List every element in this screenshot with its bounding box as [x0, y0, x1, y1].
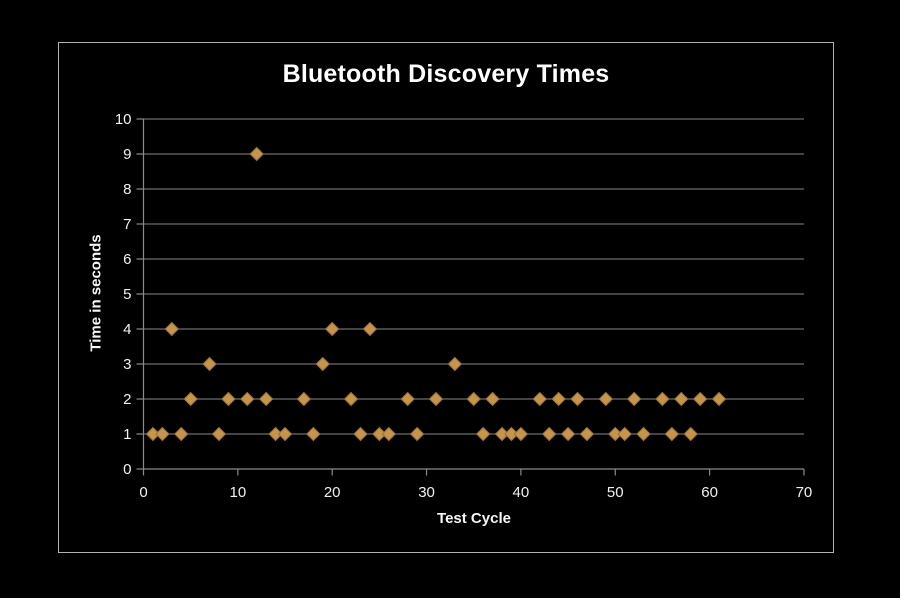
data-point: [249, 146, 264, 162]
data-point: [626, 391, 642, 407]
y-tick-label: 2: [123, 391, 131, 408]
y-tick-label: 1: [123, 426, 131, 443]
data-point: [711, 391, 727, 407]
data-point: [145, 426, 161, 442]
data-point: [400, 391, 415, 407]
y-tick-label: 0: [123, 461, 131, 478]
x-axis-title: Test Cycle: [437, 510, 511, 527]
data-point: [447, 356, 463, 372]
data-point: [211, 426, 227, 442]
data-point: [362, 321, 378, 337]
data-point: [164, 321, 180, 337]
data-point: [570, 391, 585, 407]
data-point: [353, 426, 368, 442]
chart-frame: [58, 42, 834, 553]
x-tick-label: 50: [607, 484, 624, 501]
data-point: [579, 426, 595, 442]
data-point: [674, 391, 689, 407]
x-tick-label: 60: [701, 484, 718, 501]
data-point: [277, 426, 293, 442]
data-point: [428, 391, 444, 407]
y-tick-label: 6: [123, 251, 131, 268]
data-point: [692, 391, 708, 407]
data-point: [608, 426, 623, 442]
y-axis-title-text: Time in seconds: [87, 234, 105, 352]
data-point: [485, 391, 500, 407]
data-point: [466, 391, 481, 407]
y-tick-label: 10: [115, 111, 132, 128]
y-tick-label: 4: [123, 321, 131, 338]
data-point: [532, 391, 547, 407]
data-point: [174, 426, 189, 442]
data-point: [504, 426, 519, 442]
y-tick-label: 7: [123, 216, 131, 233]
data-point: [268, 426, 283, 442]
data-point: [258, 391, 274, 407]
x-tick-label: 20: [324, 484, 341, 501]
data-point: [315, 356, 330, 372]
x-tick-label: 70: [796, 484, 813, 501]
data-point: [655, 391, 670, 407]
data-point: [541, 426, 557, 442]
y-tick-label: 3: [123, 356, 131, 373]
data-point: [664, 426, 680, 442]
x-tick-label: 40: [513, 484, 530, 501]
data-point: [636, 426, 651, 442]
data-point: [598, 391, 614, 407]
data-point: [381, 426, 397, 442]
chart-title: Bluetooth Discovery Times: [282, 60, 610, 88]
data-point: [409, 426, 425, 442]
data-point: [306, 426, 321, 442]
y-tick-label: 8: [123, 181, 131, 198]
data-point: [221, 391, 236, 407]
x-tick-label: 30: [418, 484, 435, 501]
data-point: [475, 426, 491, 442]
y-tick-label: 9: [123, 146, 131, 163]
data-point: [617, 426, 632, 442]
data-point: [513, 426, 529, 442]
data-point: [296, 391, 312, 407]
data-point: [324, 321, 340, 337]
y-tick-label: 5: [123, 286, 131, 303]
data-point: [494, 426, 510, 442]
data-point: [202, 356, 217, 372]
data-point: [560, 426, 576, 442]
data-point: [683, 426, 698, 442]
data-point: [372, 426, 387, 442]
data-point: [240, 391, 255, 407]
data-point: [551, 391, 566, 407]
data-point: [343, 391, 359, 407]
x-tick-label: 10: [230, 484, 247, 501]
x-tick-label: 0: [139, 484, 147, 501]
data-point: [155, 426, 170, 442]
data-point: [183, 391, 198, 407]
